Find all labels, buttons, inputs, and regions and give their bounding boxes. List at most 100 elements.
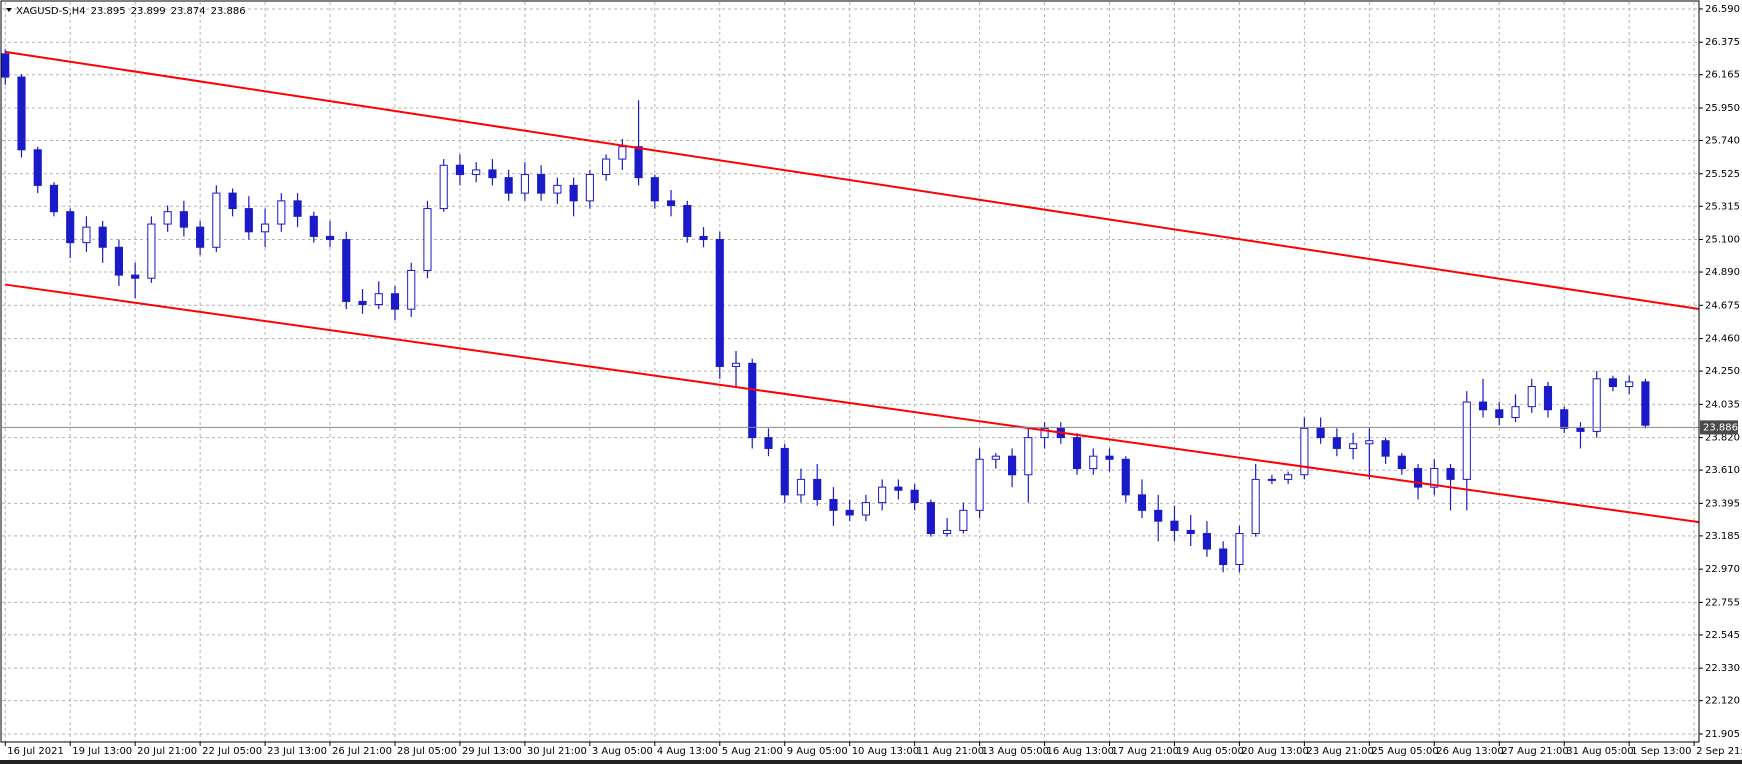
header-price: 23.874 (171, 6, 206, 17)
candle-body (894, 486, 903, 491)
candle-body (1154, 509, 1163, 522)
candle-body (325, 235, 335, 241)
candle-body (829, 499, 838, 511)
y-tick-label: 22.755 (1705, 597, 1740, 608)
candle-body (504, 177, 513, 194)
y-tick-label: 25.950 (1705, 103, 1740, 114)
candle-body (439, 164, 448, 210)
candle-body (358, 300, 367, 306)
candle-body (1576, 427, 1585, 432)
bottom-bar (0, 760, 1742, 764)
candle-body (1072, 437, 1082, 470)
candle-body (309, 215, 318, 237)
candle-body (147, 223, 156, 279)
candle-body (537, 174, 546, 194)
y-tick-label: 21.905 (1705, 729, 1740, 740)
x-tick-label: 30 Jul 21:00 (527, 746, 587, 757)
candle-body (861, 502, 870, 516)
x-tick-label: 26 Aug 13:00 (1436, 746, 1503, 757)
x-tick-label: 19 Aug 05:00 (1176, 746, 1243, 757)
y-tick-label: 26.165 (1705, 70, 1740, 81)
candle-body (1349, 443, 1358, 449)
candle-body (98, 226, 107, 248)
y-tick-label: 22.970 (1705, 564, 1740, 575)
candle-body (1267, 478, 1276, 481)
candle-body (1040, 427, 1049, 439)
candle-body (910, 489, 919, 504)
candle-body (1089, 455, 1098, 470)
candle-body (943, 529, 952, 535)
price-label: 23.886 (1703, 422, 1738, 433)
candle-body (1024, 437, 1033, 476)
candle-body (1, 53, 10, 78)
candle-body (179, 211, 188, 228)
y-tick-label: 23.610 (1705, 465, 1740, 476)
x-tick-label: 16 Jul 2021 (7, 746, 64, 757)
candle-body (520, 174, 529, 194)
candle-body (715, 239, 724, 367)
y-tick-label: 23.395 (1705, 498, 1740, 509)
x-tick-label: 5 Aug 21:00 (722, 746, 783, 757)
candle-body (1446, 468, 1455, 480)
y-tick-label: 24.460 (1705, 334, 1740, 345)
candle-body (1284, 474, 1293, 480)
candle-body (407, 269, 416, 310)
y-tick-label: 24.890 (1705, 267, 1740, 278)
candle-body (1397, 455, 1406, 470)
candle-body (1511, 406, 1520, 418)
candle-body (650, 177, 659, 202)
candle-body (959, 509, 968, 531)
trendline (5, 283, 1700, 524)
candle-body (390, 293, 400, 310)
x-tick-label: 29 Jul 13:00 (462, 746, 522, 757)
y-tick-label: 22.120 (1705, 696, 1740, 707)
y-tick-label: 22.545 (1705, 630, 1740, 641)
x-tick-label: 23 Aug 21:00 (1306, 746, 1373, 757)
candle-body (666, 200, 676, 206)
candle-body (926, 502, 935, 535)
x-tick-label: 25 Aug 05:00 (1371, 746, 1438, 757)
candle-body (1527, 386, 1536, 408)
candle-body (1202, 533, 1212, 550)
candle-body (1592, 378, 1601, 432)
candle-body (1608, 378, 1618, 388)
candle-body (602, 158, 611, 176)
candle-body (699, 235, 708, 241)
candle-body (131, 274, 140, 279)
candle-body (1251, 478, 1260, 535)
candle-body (488, 169, 497, 179)
candle-body (1170, 520, 1179, 531)
menu-arrow[interactable] (6, 8, 12, 12)
marks (1, 49, 1700, 573)
candle-body (878, 486, 887, 504)
candle-body (1641, 381, 1650, 426)
y-tick-label: 24.035 (1705, 399, 1740, 410)
candle-body (49, 184, 59, 213)
x-tick-label: 16 Aug 13:00 (1047, 746, 1114, 757)
y-tick-label: 26.375 (1705, 37, 1740, 48)
x-tick-label: 31 Aug 05:00 (1566, 746, 1633, 757)
x-tick-label: 17 Aug 21:00 (1112, 746, 1179, 757)
candle-body (1543, 386, 1553, 411)
candle-body (764, 437, 773, 449)
candle-body (991, 455, 1000, 460)
x-tick-label: 10 Aug 13:00 (852, 746, 919, 757)
x-tick-label: 13 Aug 05:00 (982, 746, 1049, 757)
candle-body (813, 478, 822, 501)
candle-body (1008, 455, 1017, 476)
candle-body (114, 246, 123, 276)
trendline (5, 50, 1700, 311)
candle-body (163, 211, 172, 225)
candle-body (66, 211, 75, 244)
candle-body (569, 184, 578, 202)
candle-body (374, 293, 383, 306)
candle-body (1235, 533, 1244, 566)
candle-body (683, 204, 692, 237)
x-tick-label: 20 Jul 21:00 (137, 746, 197, 757)
x-tick-label: 3 Aug 05:00 (592, 746, 653, 757)
candle-body (780, 447, 789, 496)
candle-body (1413, 468, 1423, 488)
candle-body (845, 509, 854, 516)
candle-body (1332, 437, 1341, 449)
